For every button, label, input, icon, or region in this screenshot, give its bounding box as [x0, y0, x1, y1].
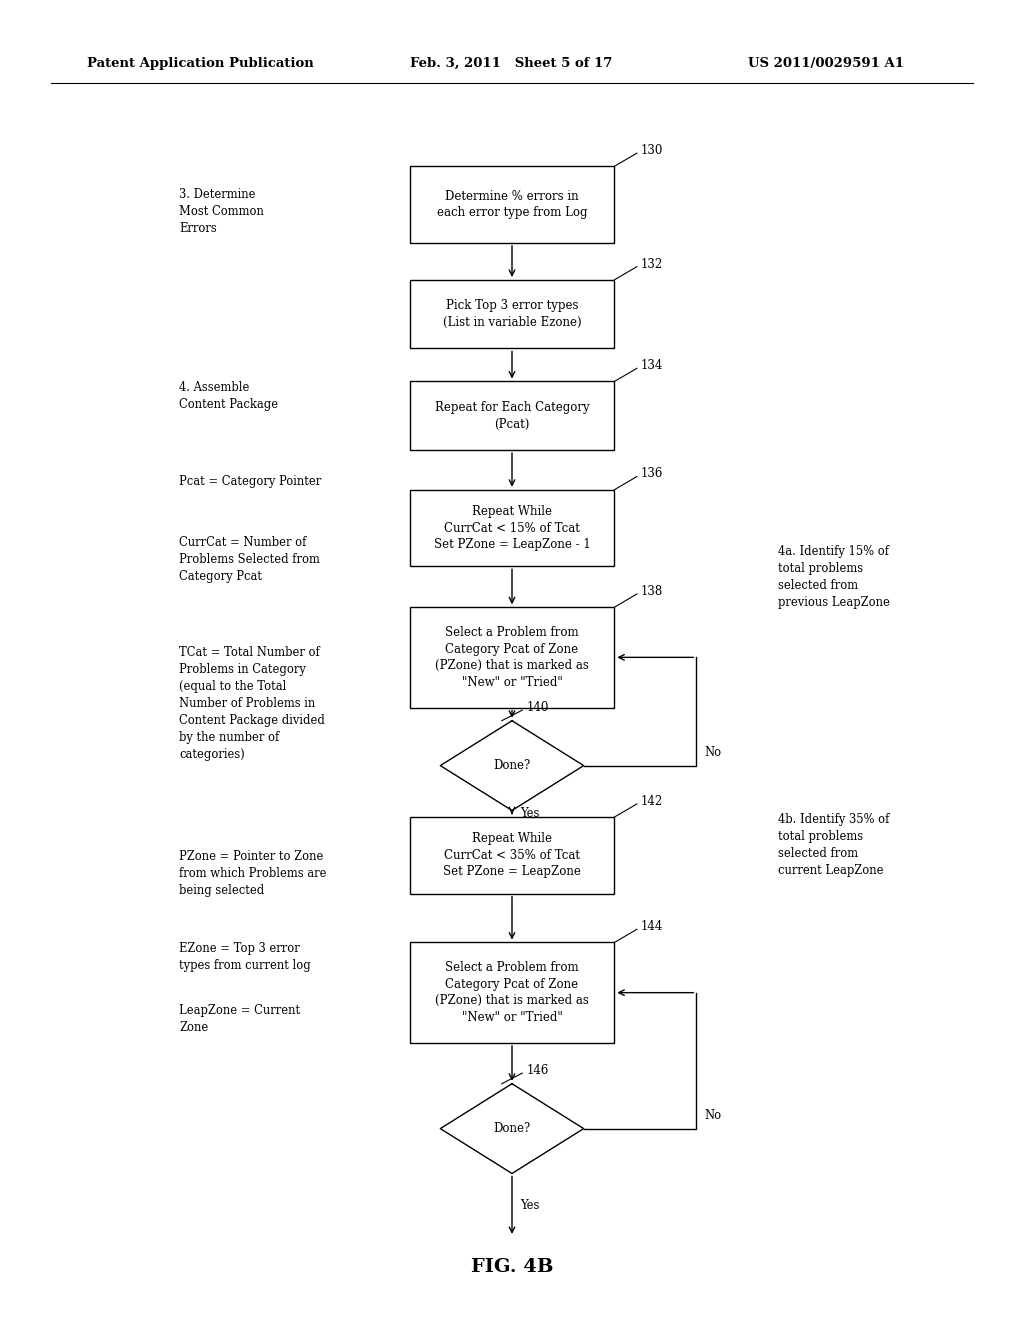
- Text: Determine % errors in
each error type from Log: Determine % errors in each error type fr…: [437, 190, 587, 219]
- Text: TCat = Total Number of
Problems in Category
(equal to the Total
Number of Proble: TCat = Total Number of Problems in Categ…: [179, 645, 325, 762]
- Text: PZone = Pointer to Zone
from which Problems are
being selected: PZone = Pointer to Zone from which Probl…: [179, 850, 327, 898]
- Text: No: No: [705, 746, 722, 759]
- Text: Select a Problem from
Category Pcat of Zone
(PZone) that is marked as
"New" or ": Select a Problem from Category Pcat of Z…: [435, 961, 589, 1024]
- Text: Repeat While
CurrCat < 35% of Tcat
Set PZone = LeapZone: Repeat While CurrCat < 35% of Tcat Set P…: [443, 833, 581, 878]
- FancyBboxPatch shape: [410, 817, 614, 894]
- Text: 146: 146: [526, 1064, 549, 1077]
- Text: 4. Assemble
Content Package: 4. Assemble Content Package: [179, 381, 279, 411]
- Text: 142: 142: [641, 795, 664, 808]
- Text: Yes: Yes: [520, 1199, 540, 1212]
- Text: 4a. Identify 15% of
total problems
selected from
previous LeapZone: 4a. Identify 15% of total problems selec…: [778, 545, 890, 609]
- Polygon shape: [440, 721, 584, 810]
- Text: EZone = Top 3 error
types from current log: EZone = Top 3 error types from current l…: [179, 942, 311, 972]
- Text: FIG. 4B: FIG. 4B: [471, 1258, 553, 1276]
- Text: 134: 134: [641, 359, 664, 372]
- Text: Repeat for Each Category
(Pcat): Repeat for Each Category (Pcat): [434, 401, 590, 430]
- Text: LeapZone = Current
Zone: LeapZone = Current Zone: [179, 1005, 300, 1034]
- Text: Done?: Done?: [494, 759, 530, 772]
- FancyBboxPatch shape: [410, 166, 614, 243]
- FancyBboxPatch shape: [410, 280, 614, 348]
- Text: US 2011/0029591 A1: US 2011/0029591 A1: [748, 57, 903, 70]
- Text: 3. Determine
Most Common
Errors: 3. Determine Most Common Errors: [179, 187, 264, 235]
- Text: Yes: Yes: [520, 808, 540, 820]
- FancyBboxPatch shape: [410, 942, 614, 1043]
- Text: 144: 144: [641, 920, 664, 933]
- Polygon shape: [440, 1084, 584, 1173]
- Text: 130: 130: [641, 144, 664, 157]
- Text: 136: 136: [641, 467, 664, 480]
- Text: Select a Problem from
Category Pcat of Zone
(PZone) that is marked as
"New" or ": Select a Problem from Category Pcat of Z…: [435, 626, 589, 689]
- Text: Pick Top 3 error types
(List in variable Ezone): Pick Top 3 error types (List in variable…: [442, 300, 582, 329]
- Text: Patent Application Publication: Patent Application Publication: [87, 57, 313, 70]
- Text: No: No: [705, 1109, 722, 1122]
- Text: Pcat = Category Pointer: Pcat = Category Pointer: [179, 475, 322, 488]
- Text: Feb. 3, 2011   Sheet 5 of 17: Feb. 3, 2011 Sheet 5 of 17: [410, 57, 612, 70]
- FancyBboxPatch shape: [410, 607, 614, 708]
- Text: Repeat While
CurrCat < 15% of Tcat
Set PZone = LeapZone - 1: Repeat While CurrCat < 15% of Tcat Set P…: [433, 506, 591, 550]
- FancyBboxPatch shape: [410, 490, 614, 566]
- Text: CurrCat = Number of
Problems Selected from
Category Pcat: CurrCat = Number of Problems Selected fr…: [179, 536, 321, 583]
- Text: 138: 138: [641, 585, 664, 598]
- Text: 4b. Identify 35% of
total problems
selected from
current LeapZone: 4b. Identify 35% of total problems selec…: [778, 813, 890, 876]
- FancyBboxPatch shape: [410, 381, 614, 450]
- Text: Done?: Done?: [494, 1122, 530, 1135]
- Text: 132: 132: [641, 257, 664, 271]
- Text: 140: 140: [526, 701, 549, 714]
